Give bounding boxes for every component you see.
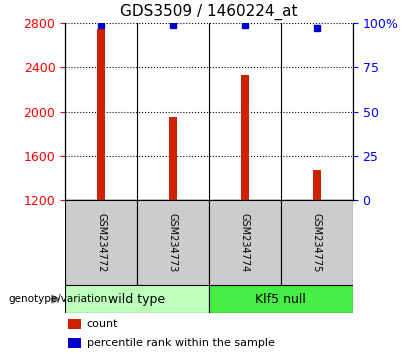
Bar: [241, 75, 249, 200]
Bar: [209, 285, 353, 313]
Bar: [281, 200, 353, 285]
Bar: [65, 200, 137, 285]
Bar: [169, 117, 177, 200]
Bar: [68, 338, 81, 348]
Bar: [97, 29, 105, 200]
Text: genotype/variation: genotype/variation: [8, 294, 108, 304]
Bar: [312, 170, 321, 200]
Text: percentile rank within the sample: percentile rank within the sample: [87, 338, 275, 348]
Text: Klf5 null: Klf5 null: [255, 293, 306, 306]
Title: GDS3509 / 1460224_at: GDS3509 / 1460224_at: [120, 4, 298, 20]
Text: count: count: [87, 319, 118, 329]
Text: wild type: wild type: [108, 293, 165, 306]
Text: GSM234772: GSM234772: [96, 213, 106, 272]
Bar: [137, 200, 209, 285]
Bar: [68, 319, 81, 329]
Bar: [209, 200, 281, 285]
Text: GSM234774: GSM234774: [240, 213, 250, 272]
Bar: [65, 285, 209, 313]
Text: GSM234775: GSM234775: [312, 213, 322, 272]
Text: GSM234773: GSM234773: [168, 213, 178, 272]
